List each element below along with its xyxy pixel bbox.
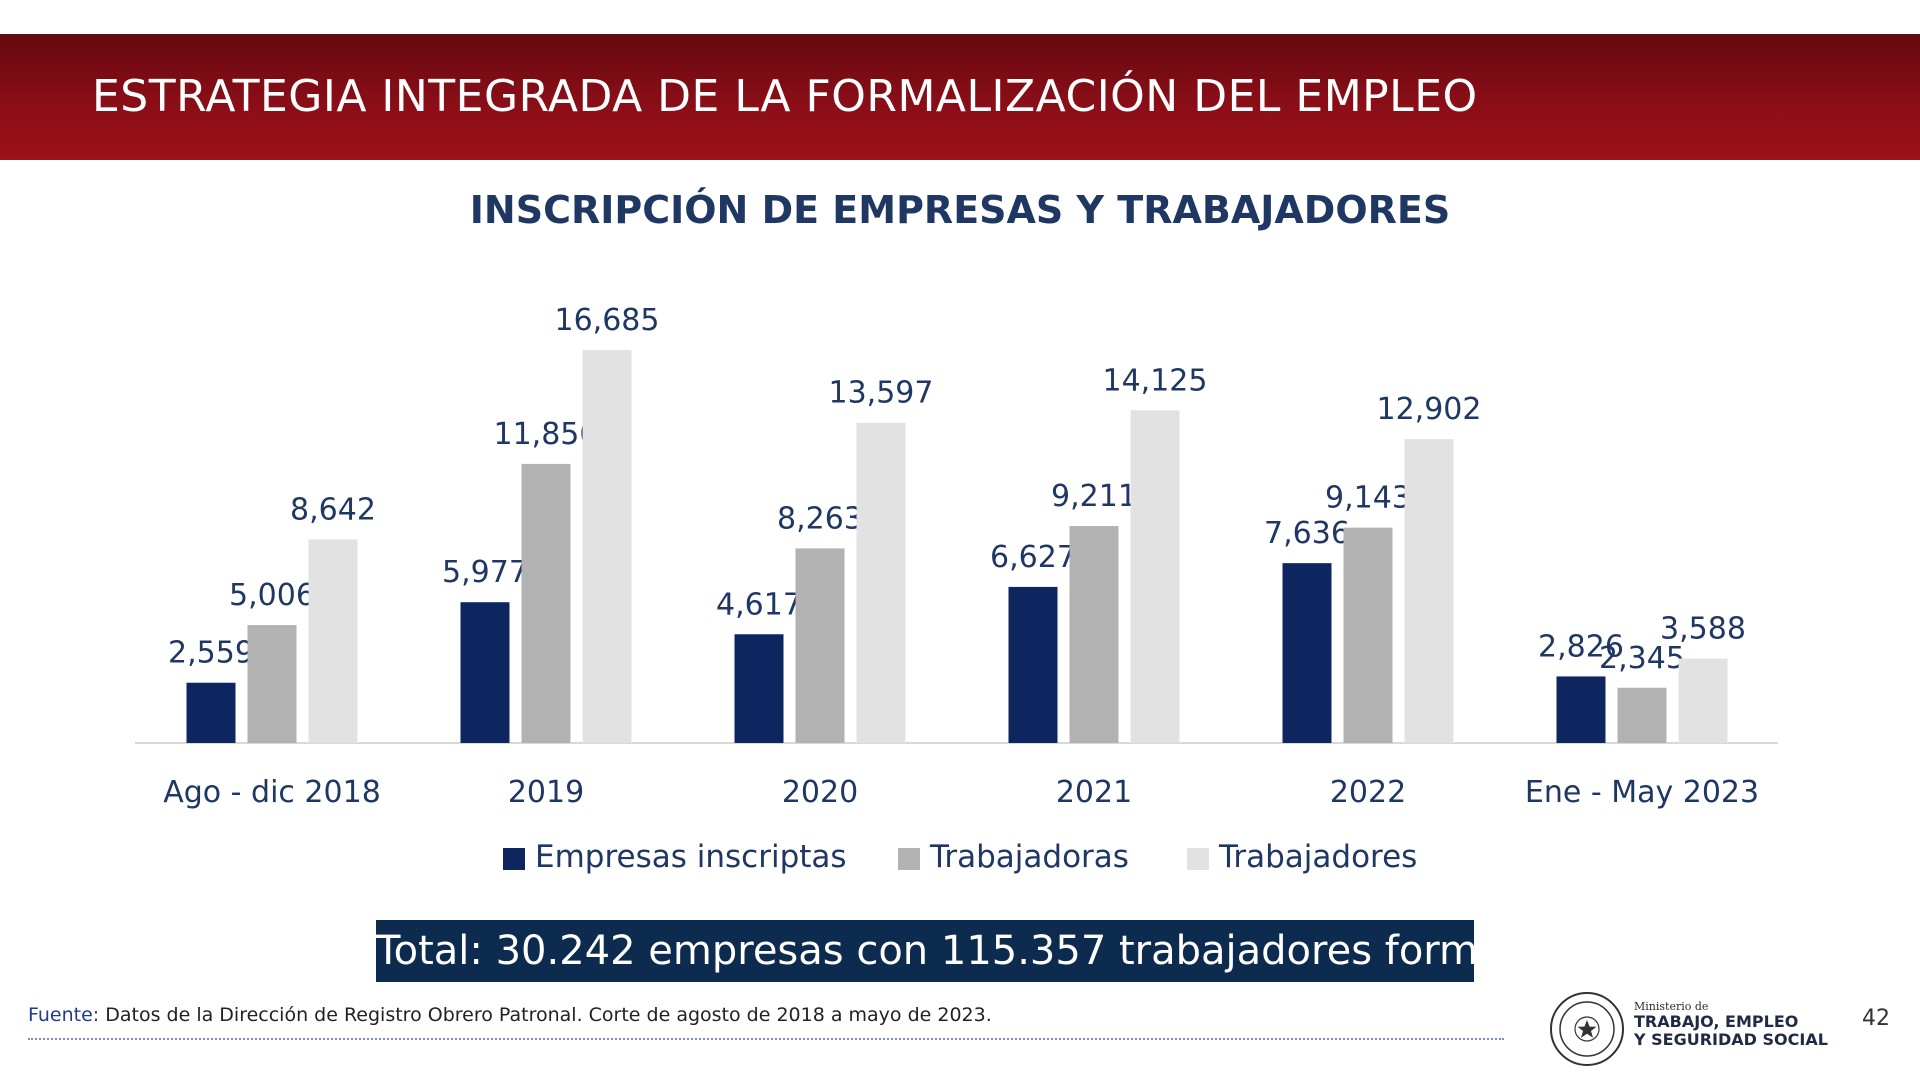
- footer-divider: [28, 1038, 1504, 1040]
- bar-value-label: 16,685: [555, 303, 660, 338]
- bar-value-label: 2,826: [1538, 629, 1624, 664]
- bar-trabajadoras: [1069, 526, 1119, 743]
- ministry-logo-text: Ministerio de TRABAJO, EMPLEO Y SEGURIDA…: [1634, 1000, 1828, 1049]
- bar-trabajadores: [1130, 410, 1180, 743]
- bar-trabajadores: [856, 422, 906, 743]
- bar-trabajadores: [1404, 439, 1454, 743]
- bar-empresas-inscriptas: [1556, 676, 1606, 743]
- bar-empresas-inscriptas: [1282, 563, 1332, 743]
- chart-title: INSCRIPCIÓN DE EMPRESAS Y TRABAJADORES: [469, 188, 1451, 232]
- bar-value-label: 11,850: [494, 417, 599, 452]
- bar-empresas-inscriptas: [460, 602, 510, 743]
- legend-swatch: [898, 848, 920, 870]
- bar-empresas-inscriptas: [734, 634, 784, 743]
- bar-trabajadores: [308, 539, 358, 743]
- bar-trabajadores: [1678, 658, 1728, 743]
- bar-empresas-inscriptas: [1008, 586, 1058, 743]
- bar-value-label: 6,627: [990, 540, 1076, 575]
- x-tick-label: Ene - May 2023: [1525, 775, 1759, 810]
- bar-value-label: 13,597: [829, 376, 934, 411]
- bar-value-label: 9,211: [1051, 479, 1137, 514]
- bar-value-label: 5,006: [229, 578, 315, 613]
- x-tick-label: 2021: [1056, 775, 1132, 810]
- source-text: Datos de la Dirección de Registro Obrero…: [99, 1004, 992, 1026]
- bar-value-label: 5,977: [442, 555, 528, 590]
- legend-swatch: [503, 848, 525, 870]
- source-note: Fuente: Datos de la Dirección de Registr…: [28, 1002, 1068, 1028]
- x-tick-label: 2022: [1330, 775, 1406, 810]
- bar-chart: 2,559 5,006 8,642 Ago - dic 2018 5,977 11,850…: [135, 303, 1778, 875]
- slide-title: ESTRATEGIA INTEGRADA DE LA FORMALIZACIÓN…: [92, 71, 1478, 122]
- x-tick-label: Ago - dic 2018: [163, 775, 381, 810]
- bar-value-label: 14,125: [1103, 363, 1208, 398]
- bar-trabajadoras: [247, 625, 297, 743]
- legend-label: Trabajadoras: [929, 839, 1129, 875]
- legend-swatch: [1187, 848, 1209, 870]
- national-seal-icon: [1550, 992, 1624, 1066]
- bar-value-label: 7,636: [1264, 516, 1350, 551]
- page-number: 42: [1862, 1006, 1890, 1031]
- x-tick-label: 2019: [508, 775, 584, 810]
- bar-value-label: 8,642: [290, 492, 376, 527]
- bar-value-label: 2,345: [1599, 641, 1685, 676]
- ministry-small: Ministerio de: [1634, 1000, 1709, 1013]
- bar-value-label: 2,559: [168, 636, 254, 671]
- ministry-line1: TRABAJO, EMPLEO: [1634, 1012, 1799, 1031]
- bar-trabajadoras: [1617, 687, 1667, 743]
- header-banner: [0, 34, 1920, 160]
- total-summary-text: Total: 30.242 empresas con 115.357 traba…: [376, 928, 1474, 974]
- bar-trabajadoras: [1343, 527, 1393, 743]
- bar-value-label: 9,143: [1325, 481, 1411, 516]
- bar-trabajadoras: [795, 548, 845, 743]
- bar-value-label: 3,588: [1660, 611, 1746, 646]
- x-tick-label: 2020: [782, 775, 858, 810]
- bar-value-label: 12,902: [1377, 392, 1482, 427]
- legend-label: Empresas inscriptas: [535, 839, 847, 875]
- bar-trabajadoras: [521, 463, 571, 743]
- bar-empresas-inscriptas: [186, 682, 236, 743]
- legend-label: Trabajadores: [1218, 839, 1417, 875]
- total-summary-bar: Total: 30.242 empresas con 115.357 traba…: [376, 920, 1474, 982]
- bar-value-label: 4,617: [716, 587, 802, 622]
- bar-value-label: 8,263: [777, 501, 863, 536]
- source-label: Fuente:: [28, 1004, 100, 1026]
- ministry-line2: Y SEGURIDAD SOCIAL: [1634, 1030, 1828, 1049]
- bar-trabajadores: [582, 350, 632, 743]
